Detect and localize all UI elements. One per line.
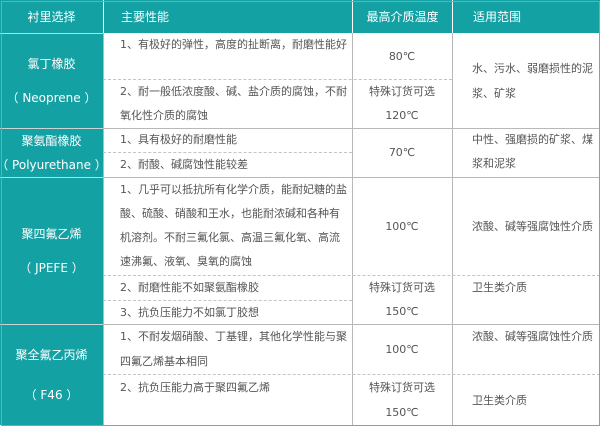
dashed-divider: [103, 374, 600, 375]
temp-cell: 80℃: [388, 49, 416, 63]
dashed-divider: [103, 300, 352, 301]
temp-cell: 100℃: [385, 342, 419, 356]
divider: [103, 324, 600, 325]
property-cell: 2、耐酸、碱腐蚀性能较差: [120, 158, 248, 171]
temp-note: 特殊订货可选: [369, 381, 435, 394]
divider: [103, 33, 104, 425]
dashed-divider: [103, 152, 352, 153]
property-cell: 1、不耐发烟硝酸、丁基锂，其他化学性能与聚四氟乙烯基本相同: [120, 330, 347, 368]
temp-cell: 70℃: [388, 146, 416, 159]
property-cell: 3、抗负压能力不如氯丁胶想: [120, 306, 259, 319]
material-en: （ F46 ）: [24, 388, 79, 402]
property-cell: 1、具有极好的耐磨性能: [120, 133, 237, 146]
temp-cell: 特殊订货可选 150℃: [352, 276, 452, 324]
material-name: 聚全氟乙丙烯: [15, 348, 88, 362]
material-name: 聚氨酯橡胶: [21, 134, 82, 148]
divider: [452, 33, 453, 425]
material-name: 氯丁橡胶: [27, 57, 76, 71]
header-lining: 衬里选择: [0, 0, 103, 33]
material-f46: 聚全氟乙丙烯 （ F46 ）: [0, 324, 103, 425]
material-ptfe: 聚四氟乙烯 （ JPEFE ）: [0, 177, 103, 324]
material-polyurethane: 聚氨酯橡胶 （ Polyurethane ）: [0, 128, 107, 177]
material-en: （ Polyurethane ）: [0, 158, 107, 172]
divider: [103, 128, 600, 129]
dashed-divider: [103, 79, 452, 80]
material-neoprene: 氯丁橡胶 （ Neoprene ）: [0, 33, 103, 128]
header-application: 适用范围: [452, 0, 600, 33]
temp-value: 150℃: [385, 406, 419, 419]
temp-note: 特殊订货可选: [369, 281, 435, 294]
divider: [103, 177, 600, 178]
application-cell: 浓酸、碱等强腐蚀性介质: [472, 330, 593, 343]
temp-cell: 特殊订货可选 120℃: [352, 80, 452, 128]
divider: [352, 33, 353, 425]
property-cell: 2、耐一般低浓度酸、碱、盐介质的腐蚀，不耐氧化性介质的腐蚀: [120, 85, 347, 122]
temp-cell: 100℃: [385, 219, 419, 233]
application-cell: 卫生类介质: [472, 281, 527, 294]
application-cell: 中性、强磨损的矿浆、煤浆和泥浆: [472, 133, 593, 170]
property-cell: 1、有极好的弹性，高度的扯断离，耐磨性能好: [120, 38, 347, 51]
property-cell: 2、耐磨性能不如聚氨酯橡胶: [120, 281, 259, 294]
temp-cell: 特殊订货可选 150℃: [352, 375, 452, 425]
application-cell: 卫生类介质: [472, 394, 527, 407]
application-cell: 水、污水、弱磨损性的泥浆、矿浆: [472, 61, 593, 100]
header-max-temp: 最高介质温度: [352, 0, 452, 33]
application-cell: 浓酸、碱等强腐蚀性介质: [472, 219, 593, 233]
dashed-divider: [103, 275, 600, 276]
property-cell: 2、抗负压能力高于聚四氟乙烯: [120, 381, 270, 394]
temp-value: 150℃: [385, 305, 419, 318]
temp-note: 特殊订货可选: [369, 85, 435, 98]
property-cell: 1、几乎可以抵抗所有化学介质，能耐妃糖的盐酸、硫酸、硝酸和王水，也能耐浓碱和各种…: [120, 183, 347, 268]
material-en: （ JPEFE ）: [19, 261, 84, 275]
material-name: 聚四氟乙烯: [21, 227, 82, 241]
material-en: （ Neoprene ）: [6, 91, 97, 105]
temp-value: 120℃: [385, 109, 419, 122]
header-properties: 主要性能: [103, 0, 352, 33]
